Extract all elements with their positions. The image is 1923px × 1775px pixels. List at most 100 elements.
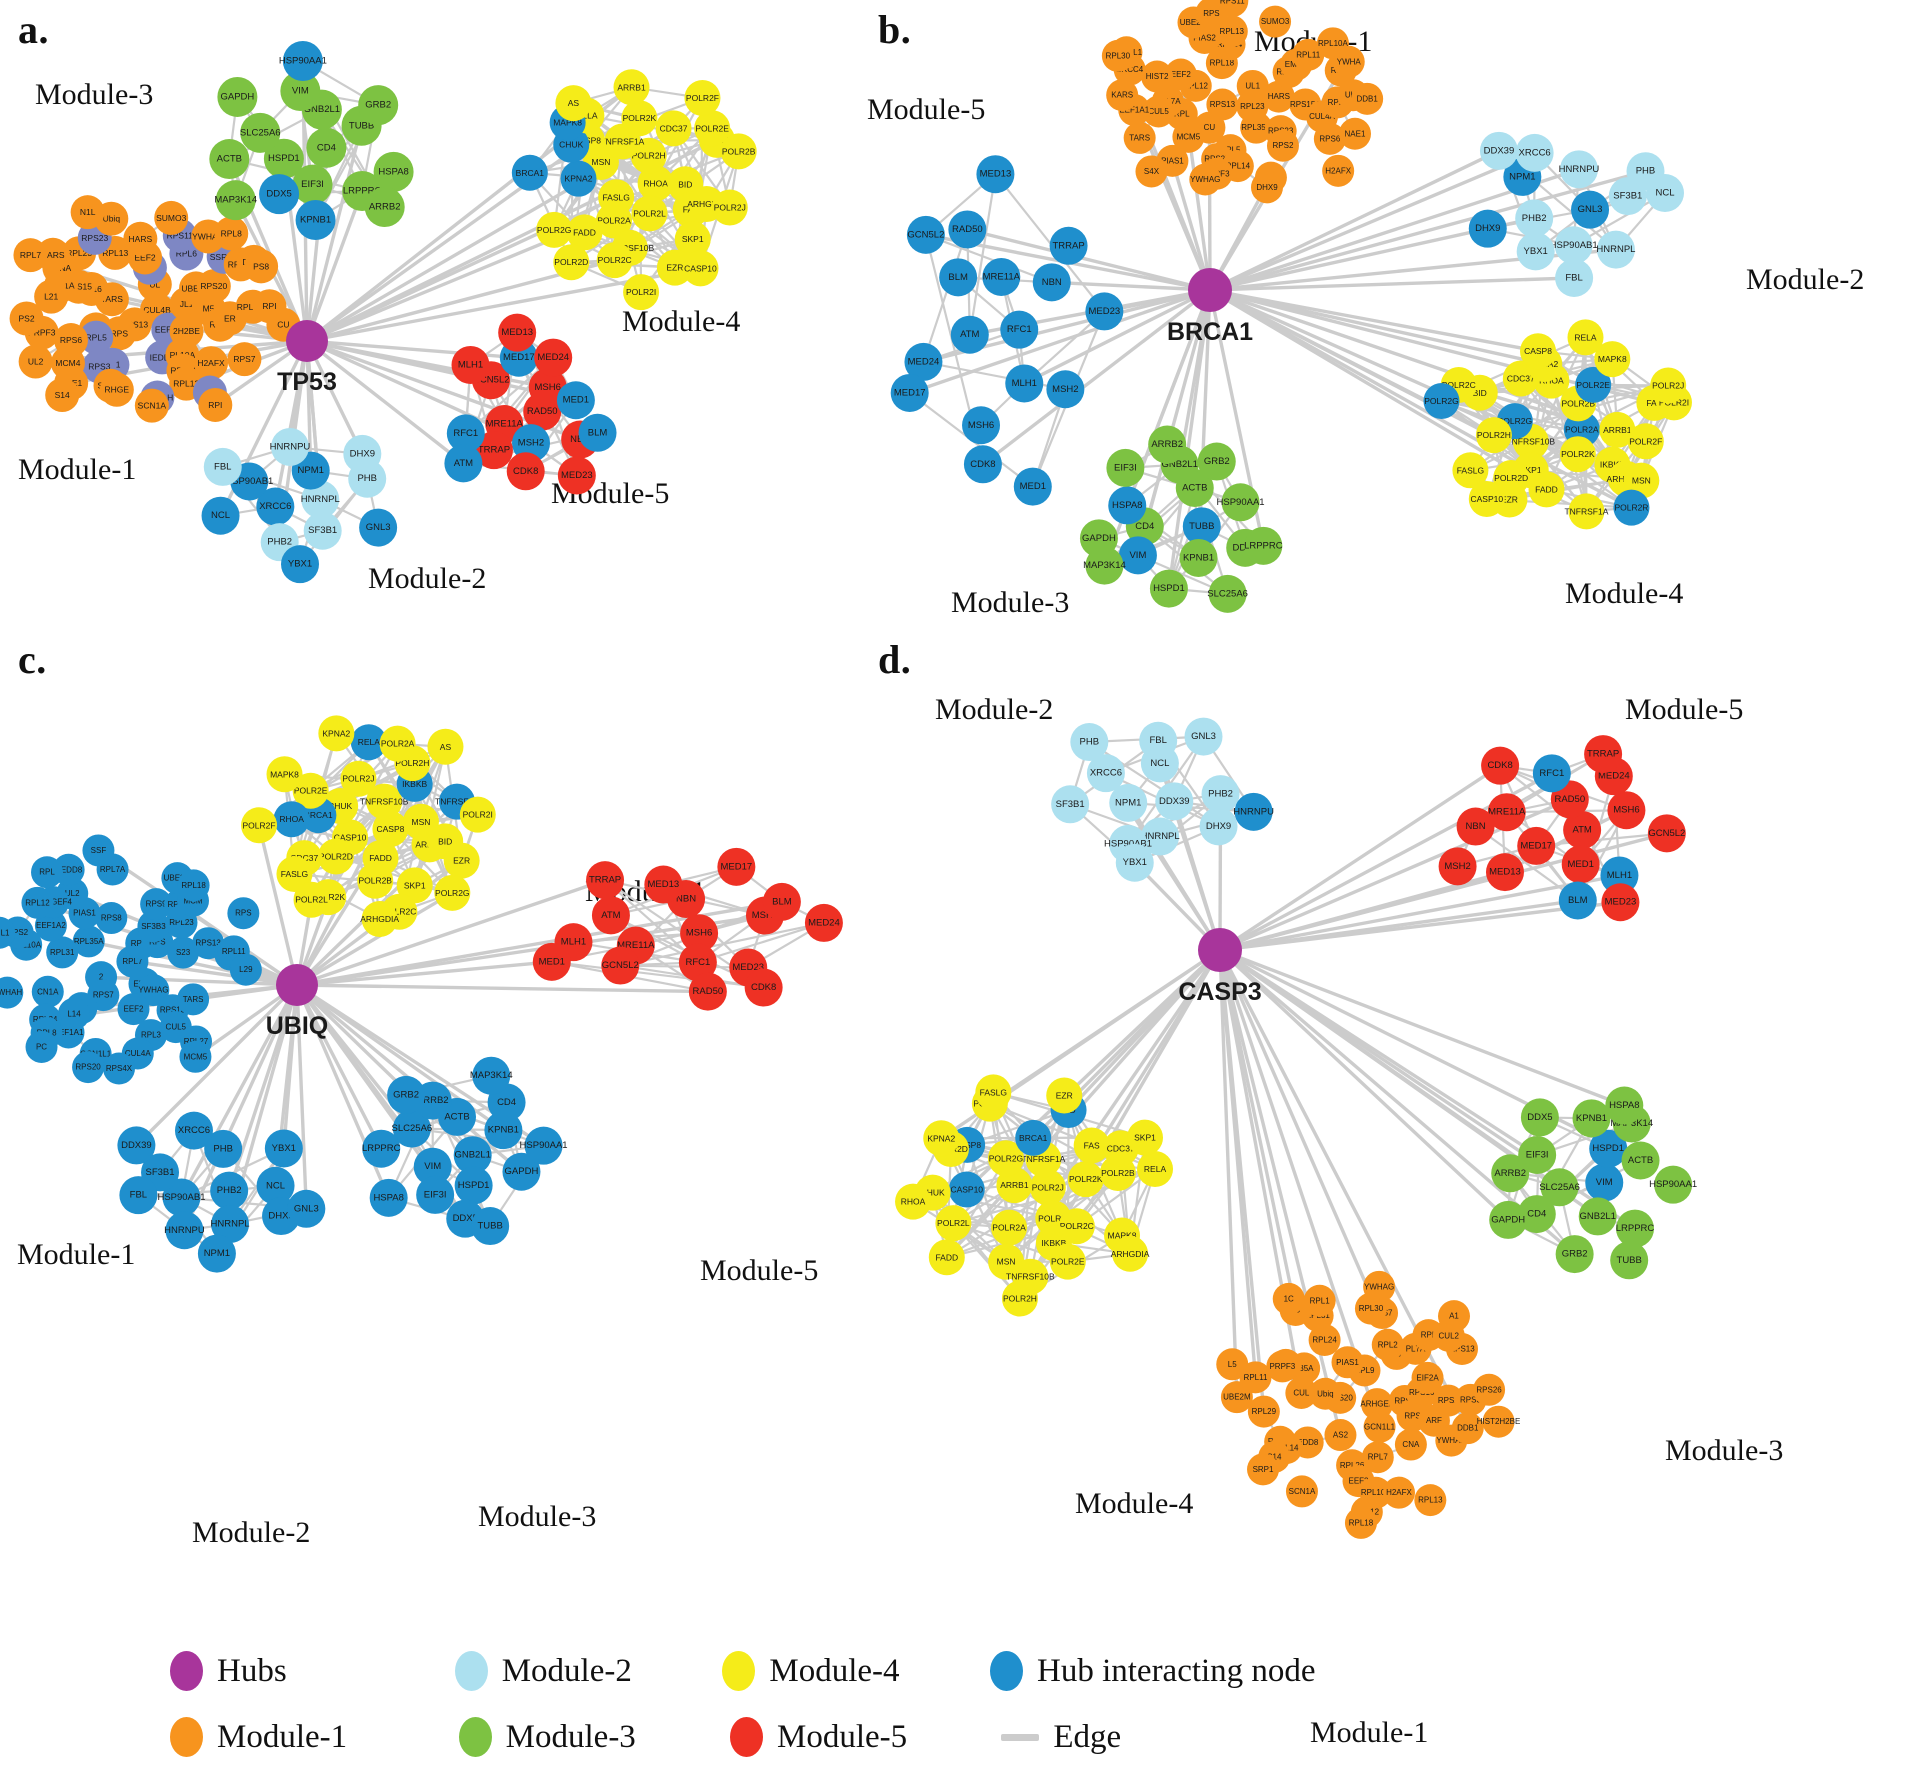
node-blm[interactable]: BLM [762,882,801,921]
node-hspd1[interactable]: HSPD1 [1149,569,1188,608]
node-rpl8[interactable]: RPL8 [214,216,249,251]
node-ezr[interactable]: EZR [1046,1077,1083,1114]
node-ube2m[interactable]: UBE2M [1220,1381,1253,1414]
node-polr2f[interactable]: POLR2F [1627,423,1664,460]
node-hnrnpu[interactable]: HNRNPU [164,1211,205,1250]
node-gnl3[interactable]: GNL3 [287,1189,326,1228]
node-rela[interactable]: RELA [1567,319,1604,356]
node-hsp90ab1[interactable]: HSP90AB1 [1550,226,1598,265]
node-med17[interactable]: MED17 [1517,826,1556,865]
node-ps8[interactable]: PS8 [244,249,279,284]
node-kpna2[interactable]: KPNA2 [560,160,597,197]
node-rpi[interactable]: RPI [198,387,233,422]
node-npm1[interactable]: NPM1 [197,1234,236,1273]
node-grb2[interactable]: GRB2 [387,1075,426,1114]
node-grb2[interactable]: GRB2 [1197,442,1236,481]
node-mlh1[interactable]: MLH1 [451,345,490,384]
node-ybx1[interactable]: YBX1 [264,1129,303,1168]
node-atm[interactable]: ATM [950,315,989,354]
node-ddb1[interactable]: DDB1 [1351,82,1384,115]
node-hnrnpl[interactable]: HNRNPL [1596,230,1635,269]
node-h2afx[interactable]: H2AFX [1322,154,1355,187]
node-atm[interactable]: ATM [591,896,630,935]
node-eif3i[interactable]: EIF3I [1106,448,1145,487]
node-n1l[interactable]: N1L [70,195,105,230]
node-cdc37[interactable]: CDC37 [655,110,692,147]
node-med17[interactable]: MED17 [717,847,756,886]
node-med24[interactable]: MED24 [804,903,843,942]
node-med1[interactable]: MED1 [1013,467,1052,506]
node-rpl10a[interactable]: RPL10A [1316,27,1349,60]
panel-c-nodes[interactable]: RPL72RPS6EIF2ARPL35ARPSRPS7RPS8YWHAGRPL3… [0,715,843,1273]
node-hsp90aa1[interactable]: HSP90AA1 [1649,1165,1697,1204]
node-ncl[interactable]: NCL [201,496,240,535]
node-fbl[interactable]: FBL [1139,721,1178,760]
node-med1[interactable]: MED1 [532,942,571,981]
node-fbl[interactable]: FBL [203,447,242,486]
node-med1[interactable]: MED1 [556,381,595,420]
node-mcm5[interactable]: MCM5 [179,1040,212,1073]
node-actb[interactable]: ACTB [209,139,250,180]
node-gcn1l1[interactable]: GCN1L1 [1363,1410,1396,1443]
node-a1[interactable]: A1 [1438,1300,1471,1333]
node-ddx5[interactable]: DDX5 [259,174,300,215]
node-casp8[interactable]: CASP8 [1520,333,1557,370]
node-sumo3[interactable]: SUMO3 [1259,5,1292,38]
node-ddx39[interactable]: DDX39 [1155,782,1194,821]
node-brca1[interactable]: BRCA1 [511,154,548,191]
node-ddx39[interactable]: DDX39 [1479,131,1518,170]
node-s4x[interactable]: S4X [1135,155,1168,188]
node-fbl[interactable]: FBL [119,1176,158,1215]
node-rps[interactable]: RPS [227,897,260,930]
node-arrb2[interactable]: ARRB2 [364,186,405,227]
node-polr2d[interactable]: POLR2D [553,244,590,281]
node-hspa8[interactable]: HSPA8 [1108,486,1147,525]
node-actb[interactable]: ACTB [1621,1141,1660,1180]
node-rps26[interactable]: RPS26 [1473,1373,1506,1406]
node-xrcc6[interactable]: XRCC6 [1515,133,1554,172]
node-as[interactable]: AS [555,85,592,122]
node-pc[interactable]: PC [25,1030,58,1063]
node-1c[interactable]: 1C [1272,1282,1305,1315]
node-polr2k[interactable]: POLR2K [1559,436,1596,473]
node-trrap[interactable]: TRRAP [1584,735,1623,774]
node-casp10[interactable]: CASP10 [1468,480,1505,517]
node-polr2g[interactable]: POLR2G [1423,383,1460,420]
node-s14[interactable]: S14 [45,378,80,413]
node-kpnb1[interactable]: KPNB1 [1572,1099,1611,1138]
panel-b-nodes[interactable]: RPL23RPS13UL1RPL35ARPL12HARSCURPL18RPS23… [890,0,1692,613]
node-rps8[interactable]: RPS8 [95,902,128,935]
node-msh2[interactable]: MSH2 [1046,370,1085,409]
node-hspa8[interactable]: HSPA8 [369,1178,408,1217]
node-dhx9[interactable]: DHX9 [343,434,382,473]
node-polr2l[interactable]: POLR2L [293,881,330,918]
node-rad50[interactable]: RAD50 [688,972,727,1011]
node-scn1a[interactable]: SCN1A [134,388,169,423]
node-gcn5l2[interactable]: GCN5L2 [1647,814,1686,853]
node-polr2d[interactable]: POLR2D [317,838,354,875]
node-med1[interactable]: MED1 [1561,845,1600,884]
node-polr2k[interactable]: POLR2K [621,100,658,137]
node-med13[interactable]: MED13 [498,313,537,352]
node-ywhah[interactable]: YWHAH [0,976,24,1009]
node-cdk8[interactable]: CDK8 [963,445,1002,484]
node-kpna2[interactable]: KPNA2 [923,1120,960,1157]
node-ybx1[interactable]: YBX1 [1516,232,1555,271]
node-kars[interactable]: KARS [1106,79,1139,112]
node-ybx1[interactable]: YBX1 [281,545,320,584]
node-trrap[interactable]: TRRAP [1049,226,1088,265]
node-gcn5l2[interactable]: GCN5L2 [601,946,640,985]
node-polr2i[interactable]: POLR2I [623,274,660,311]
node-polr2b[interactable]: POLR2B [720,133,757,170]
node-med17[interactable]: MED17 [890,373,929,412]
node-blm[interactable]: BLM [1558,881,1597,920]
node-gnb2l1[interactable]: GNB2L1 [1578,1197,1617,1236]
node-polr2h[interactable]: POLR2H [1475,417,1512,454]
node-rps4x[interactable]: RPS4X [102,1052,135,1085]
node-phb2[interactable]: PHB2 [1201,775,1240,814]
node-fadd[interactable]: FADD [928,1239,965,1276]
node-polr2h[interactable]: POLR2H [1001,1280,1038,1317]
node-srp1[interactable]: SRP1 [1247,1453,1280,1486]
node-rpl7[interactable]: RPL7 [13,238,48,273]
node-dhx9[interactable]: DHX9 [1199,807,1238,846]
